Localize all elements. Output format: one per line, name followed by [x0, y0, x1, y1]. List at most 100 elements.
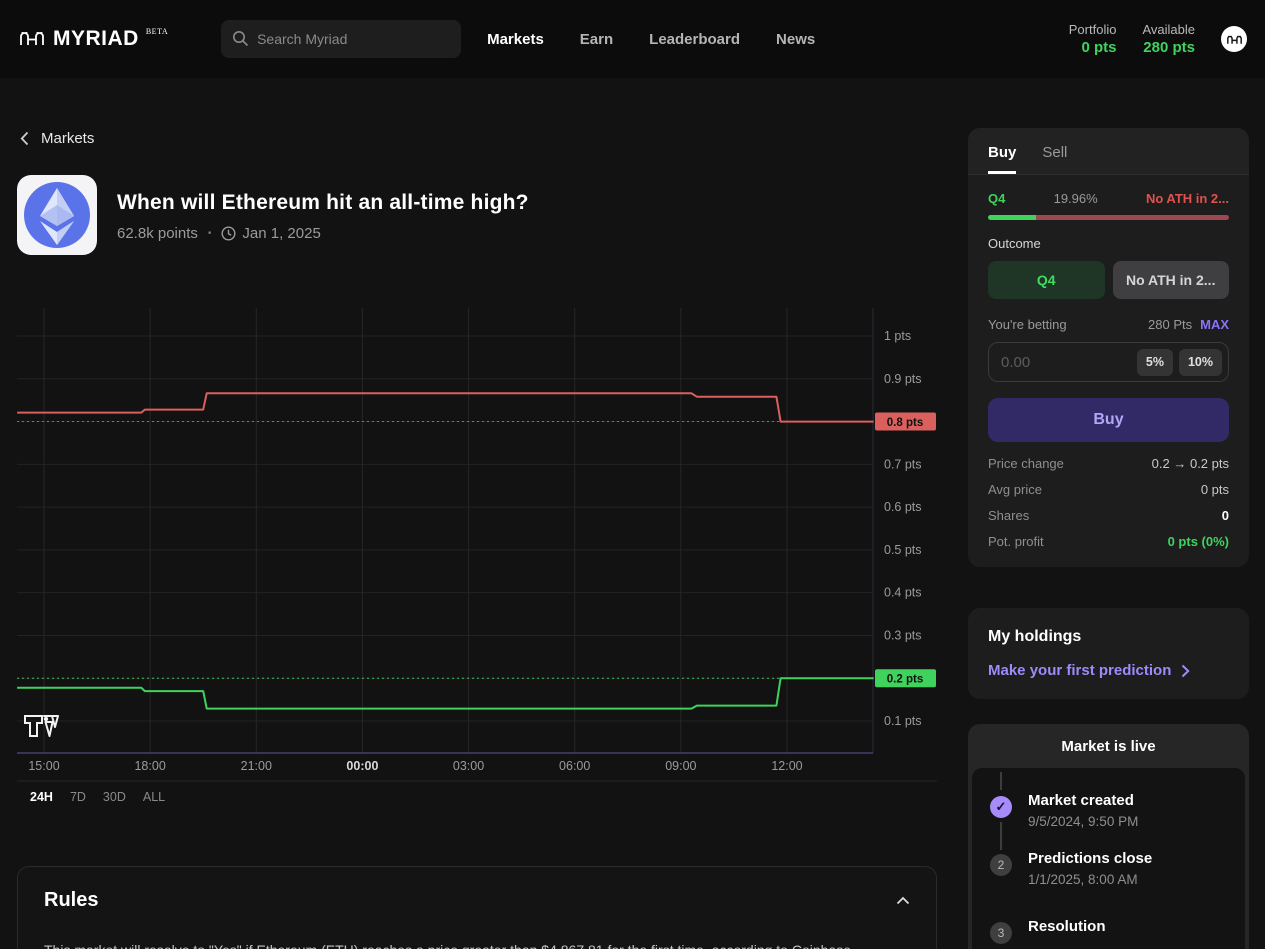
svg-text:0.6 pts: 0.6 pts [884, 500, 922, 514]
holdings-title: My holdings [988, 628, 1082, 645]
timeline-connector [1000, 772, 1002, 790]
brand-beta-tag: BETA [145, 27, 169, 36]
svg-text:12:00: 12:00 [771, 759, 802, 773]
timeline-step-title: Resolution [1028, 918, 1106, 935]
avg-price-value: 0 pts [1200, 482, 1229, 497]
svg-text:0.9 pts: 0.9 pts [884, 372, 922, 386]
price-chart: 1 pts 0.9 pts 0.8 pts 0.7 pts 0.6 pts 0.5 pts… [17, 300, 947, 820]
svg-text:00:00: 00:00 [346, 759, 378, 773]
market-status-card: Market is live ✓ Market created 9/5/2024… [968, 724, 1249, 949]
pot-profit-label: Pot. profit [988, 534, 1044, 549]
pct-10-button[interactable]: 10% [1178, 348, 1222, 376]
rules-text: This market will resolve to "Yes" if Eth… [44, 940, 910, 949]
market-eth-icon [17, 175, 97, 255]
market-status-title: Market is live [1061, 737, 1156, 755]
outcome-button-no-ath[interactable]: No ATH in 2... [1112, 261, 1229, 299]
timeline-step-close: 2 Predictions close 1/1/2025, 8:00 AM [988, 822, 1229, 896]
first-prediction-label: Make your first prediction [988, 662, 1172, 679]
rules-card: Rules This market will resolve to "Yes" … [17, 866, 937, 949]
nav-link-news[interactable]: News [776, 30, 816, 48]
clock-icon [221, 226, 236, 241]
timeframe-30d[interactable]: 30D [102, 790, 126, 804]
svg-text:0.7 pts: 0.7 pts [884, 457, 922, 471]
timeframe-all[interactable]: ALL [142, 790, 166, 804]
tab-sell[interactable]: Sell [1042, 144, 1068, 161]
timeline-step-title: Market created [1028, 792, 1134, 809]
timeframe-7d[interactable]: 7D [69, 790, 86, 804]
outcome-yes-label: Q4 [988, 191, 1006, 206]
step-number-badge: 3 [990, 922, 1012, 944]
pot-profit-row: Pot. profit 0 pts (0%) [988, 534, 1229, 549]
market-date-block: Jan 1, 2025 [221, 225, 321, 242]
market-header: When will Ethereum hit an all-time high?… [17, 175, 529, 255]
avg-price-row: Avg price 0 pts [988, 482, 1229, 497]
breadcrumb-label: Markets [41, 130, 95, 147]
myriad-logo-icon [20, 32, 44, 45]
step-number-badge: 2 [990, 854, 1012, 876]
available-value: 280 pts [1143, 39, 1195, 56]
betting-row: You're betting 280 Pts MAX [988, 317, 1229, 332]
chevron-up-icon[interactable] [896, 896, 910, 905]
nav-link-earn[interactable]: Earn [579, 30, 614, 48]
svg-text:0.1 pts: 0.1 pts [884, 714, 922, 728]
nav-link-markets[interactable]: Markets [487, 30, 544, 48]
svg-text:0.2 pts: 0.2 pts [887, 674, 923, 686]
first-prediction-link[interactable]: Make your first prediction [988, 662, 1229, 679]
price-change-value: 0.2 → 0.2 pts [1151, 456, 1229, 471]
chart-canvas[interactable]: 1 pts 0.9 pts 0.8 pts 0.7 pts 0.6 pts 0.5 pts… [17, 300, 947, 787]
breadcrumb-back[interactable]: Markets [20, 130, 94, 147]
brand-logo[interactable]: MYRIAD BETA [18, 26, 168, 52]
shares-label: Shares [988, 508, 1030, 523]
rules-title: Rules [44, 889, 99, 911]
search-input[interactable] [221, 20, 462, 58]
avatar-logo-icon [1226, 35, 1242, 44]
svg-text:0.3 pts: 0.3 pts [884, 628, 922, 642]
timeframe-selector: 24H 7D 30D ALL [30, 790, 165, 804]
outcome-buttons: Q4 No ATH in 2... [988, 261, 1229, 299]
outcome-button-q4[interactable]: Q4 [988, 261, 1105, 299]
timeline-step-resolution: 3 Resolution [988, 918, 1229, 949]
market-meta: 62.8k points • Jan 1, 2025 [117, 225, 529, 242]
available-balance: Available 280 pts [1142, 22, 1195, 56]
svg-text:21:00: 21:00 [241, 759, 272, 773]
timeline-step-date: 9/5/2024, 9:50 PM [1028, 814, 1139, 829]
search-icon [233, 31, 249, 47]
max-button[interactable]: MAX [1200, 317, 1229, 332]
svg-text:15:00: 15:00 [28, 759, 59, 773]
navbar: MYRIAD BETA Markets Earn Leaderboard New… [0, 0, 1265, 78]
portfolio-balance: Portfolio 0 pts [1069, 22, 1117, 56]
pct-5-button[interactable]: 5% [1136, 348, 1173, 376]
buy-button[interactable]: Buy [988, 398, 1229, 442]
timeline-step-date: 1/1/2025, 8:00 AM [1028, 872, 1138, 887]
probability-bar [988, 215, 1229, 220]
check-icon: ✓ [990, 796, 1012, 818]
chevron-left-icon [20, 131, 29, 146]
chevron-right-icon [1182, 664, 1191, 677]
trade-panel: Buy Sell Q4 19.96% No ATH in 2... Outcom… [968, 128, 1249, 567]
betting-label: You're betting [988, 317, 1067, 332]
pot-profit-value: 0 pts (0%) [1167, 534, 1229, 549]
timeframe-24h[interactable]: 24H [30, 790, 53, 804]
user-avatar[interactable] [1221, 26, 1247, 52]
timeline-connector [1000, 822, 1002, 850]
available-label: Available [1142, 22, 1195, 37]
rules-header[interactable]: Rules [44, 889, 910, 912]
tab-buy[interactable]: Buy [988, 144, 1017, 174]
shares-row: Shares 0 [988, 508, 1229, 523]
timeline-step-created: ✓ Market created 9/5/2024, 9:50 PM [988, 772, 1229, 838]
trade-tabs: Buy Sell [968, 128, 1249, 175]
amount-input[interactable] [1001, 353, 1131, 371]
avg-price-label: Avg price [988, 482, 1042, 497]
svg-text:18:00: 18:00 [134, 759, 165, 773]
market-points: 62.8k points [117, 225, 198, 242]
timeline-step-title: Predictions close [1028, 850, 1153, 867]
market-title-block: When will Ethereum hit an all-time high?… [117, 175, 529, 255]
svg-text:1 pts: 1 pts [884, 329, 911, 343]
nav-link-leaderboard[interactable]: Leaderboard [649, 30, 741, 48]
svg-text:06:00: 06:00 [559, 759, 590, 773]
navbar-right: Portfolio 0 pts Available 280 pts [1069, 22, 1247, 56]
market-date: Jan 1, 2025 [242, 225, 321, 242]
svg-text:09:00: 09:00 [665, 759, 696, 773]
shares-value: 0 [1221, 508, 1229, 523]
probability-value: 19.96% [1053, 191, 1098, 206]
